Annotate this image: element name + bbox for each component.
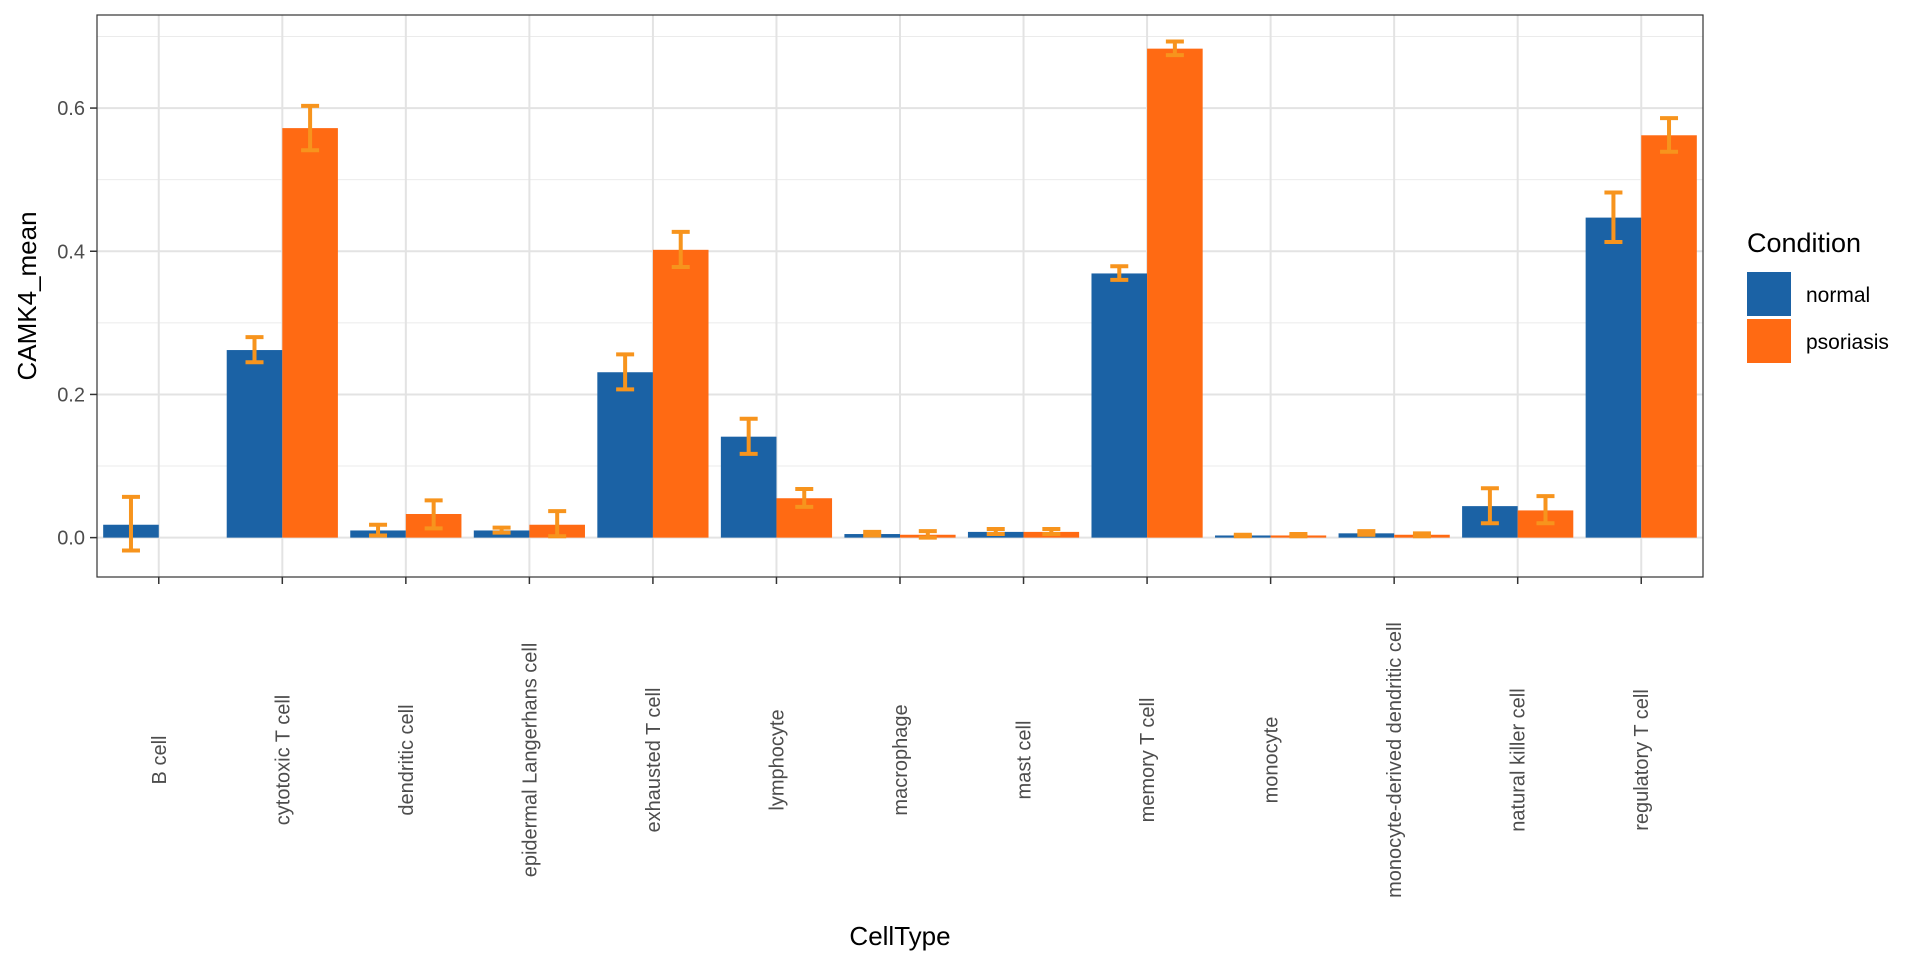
error-bar-normal [492, 525, 511, 535]
y-tick-label: 0.6 [57, 98, 85, 120]
bar-normal [1585, 217, 1642, 538]
bar-psoriasis [1147, 48, 1203, 538]
bar-normal [226, 350, 283, 538]
error-bar-normal [1110, 264, 1129, 282]
x-tick-label: regulatory T cell [1631, 689, 1653, 831]
bar-psoriasis [652, 249, 709, 538]
y-tick-label: 0.0 [57, 528, 85, 550]
error-bar-normal [1604, 190, 1623, 244]
legend: Condition normal psoriasis [1747, 228, 1889, 363]
error-bar-normal [121, 494, 140, 553]
x-tick-label: monocyte-derived dendritic cell [1384, 622, 1406, 898]
bar-psoriasis [1641, 135, 1697, 538]
x-axis-title: CellType [849, 921, 950, 951]
x-tick-label: B cell [149, 736, 171, 785]
bar-psoriasis [282, 128, 338, 538]
legend-title: Condition [1747, 228, 1861, 258]
x-tick-label: exhausted T cell [643, 688, 665, 833]
error-bars [121, 39, 1679, 553]
x-axis: B cell cytotoxic T cell dendritic cell epid… [149, 577, 1653, 898]
y-tick-label: 0.4 [57, 241, 85, 263]
x-tick-label: dendritic cell [396, 704, 418, 815]
legend-label-normal: normal [1806, 284, 1870, 307]
error-bar-normal [245, 335, 264, 365]
bar-normal [597, 372, 653, 538]
error-bar-normal [739, 416, 758, 456]
y-axis-title: CAMK4_mean [12, 211, 42, 380]
error-bar-psoriasis [1660, 116, 1679, 154]
error-bar-psoriasis [1165, 39, 1184, 58]
error-bar-psoriasis [1289, 532, 1308, 539]
error-bar-psoriasis [1412, 531, 1431, 539]
legend-key-psoriasis [1747, 319, 1791, 363]
error-bar-psoriasis [1536, 494, 1555, 526]
error-bar-normal [986, 527, 1005, 537]
error-bar-psoriasis [795, 486, 814, 509]
x-tick-label: monocyte [1261, 717, 1283, 804]
error-bar-normal [1480, 486, 1499, 526]
x-tick-label: macrophage [890, 704, 912, 815]
bar-normal [1091, 273, 1148, 538]
error-bar-psoriasis [301, 103, 320, 153]
error-bar-normal [616, 352, 635, 392]
error-bar-psoriasis [424, 498, 443, 531]
error-bar-psoriasis [548, 509, 567, 539]
error-bar-normal [369, 522, 388, 538]
error-bar-psoriasis [1042, 527, 1061, 537]
x-tick-label: natural killer cell [1508, 688, 1530, 831]
x-tick-label: memory T cell [1137, 698, 1159, 823]
y-axis: 0.0 0.2 0.4 0.6 [57, 98, 97, 550]
legend-label-psoriasis: psoriasis [1806, 331, 1889, 354]
x-tick-label: epidermal Langerhans cell [519, 643, 541, 878]
legend-key-normal [1747, 272, 1791, 316]
error-bar-psoriasis [671, 229, 690, 270]
x-tick-label: mast cell [1014, 721, 1036, 800]
y-tick-label: 0.2 [57, 384, 85, 406]
error-bar-normal [1233, 532, 1252, 539]
bars [103, 48, 1697, 538]
error-bar-normal [1357, 529, 1376, 537]
x-tick-label: cytotoxic T cell [272, 695, 294, 825]
error-bar-psoriasis [918, 529, 937, 540]
error-bar-normal [863, 529, 882, 538]
x-tick-label: lymphocyte [766, 709, 788, 810]
